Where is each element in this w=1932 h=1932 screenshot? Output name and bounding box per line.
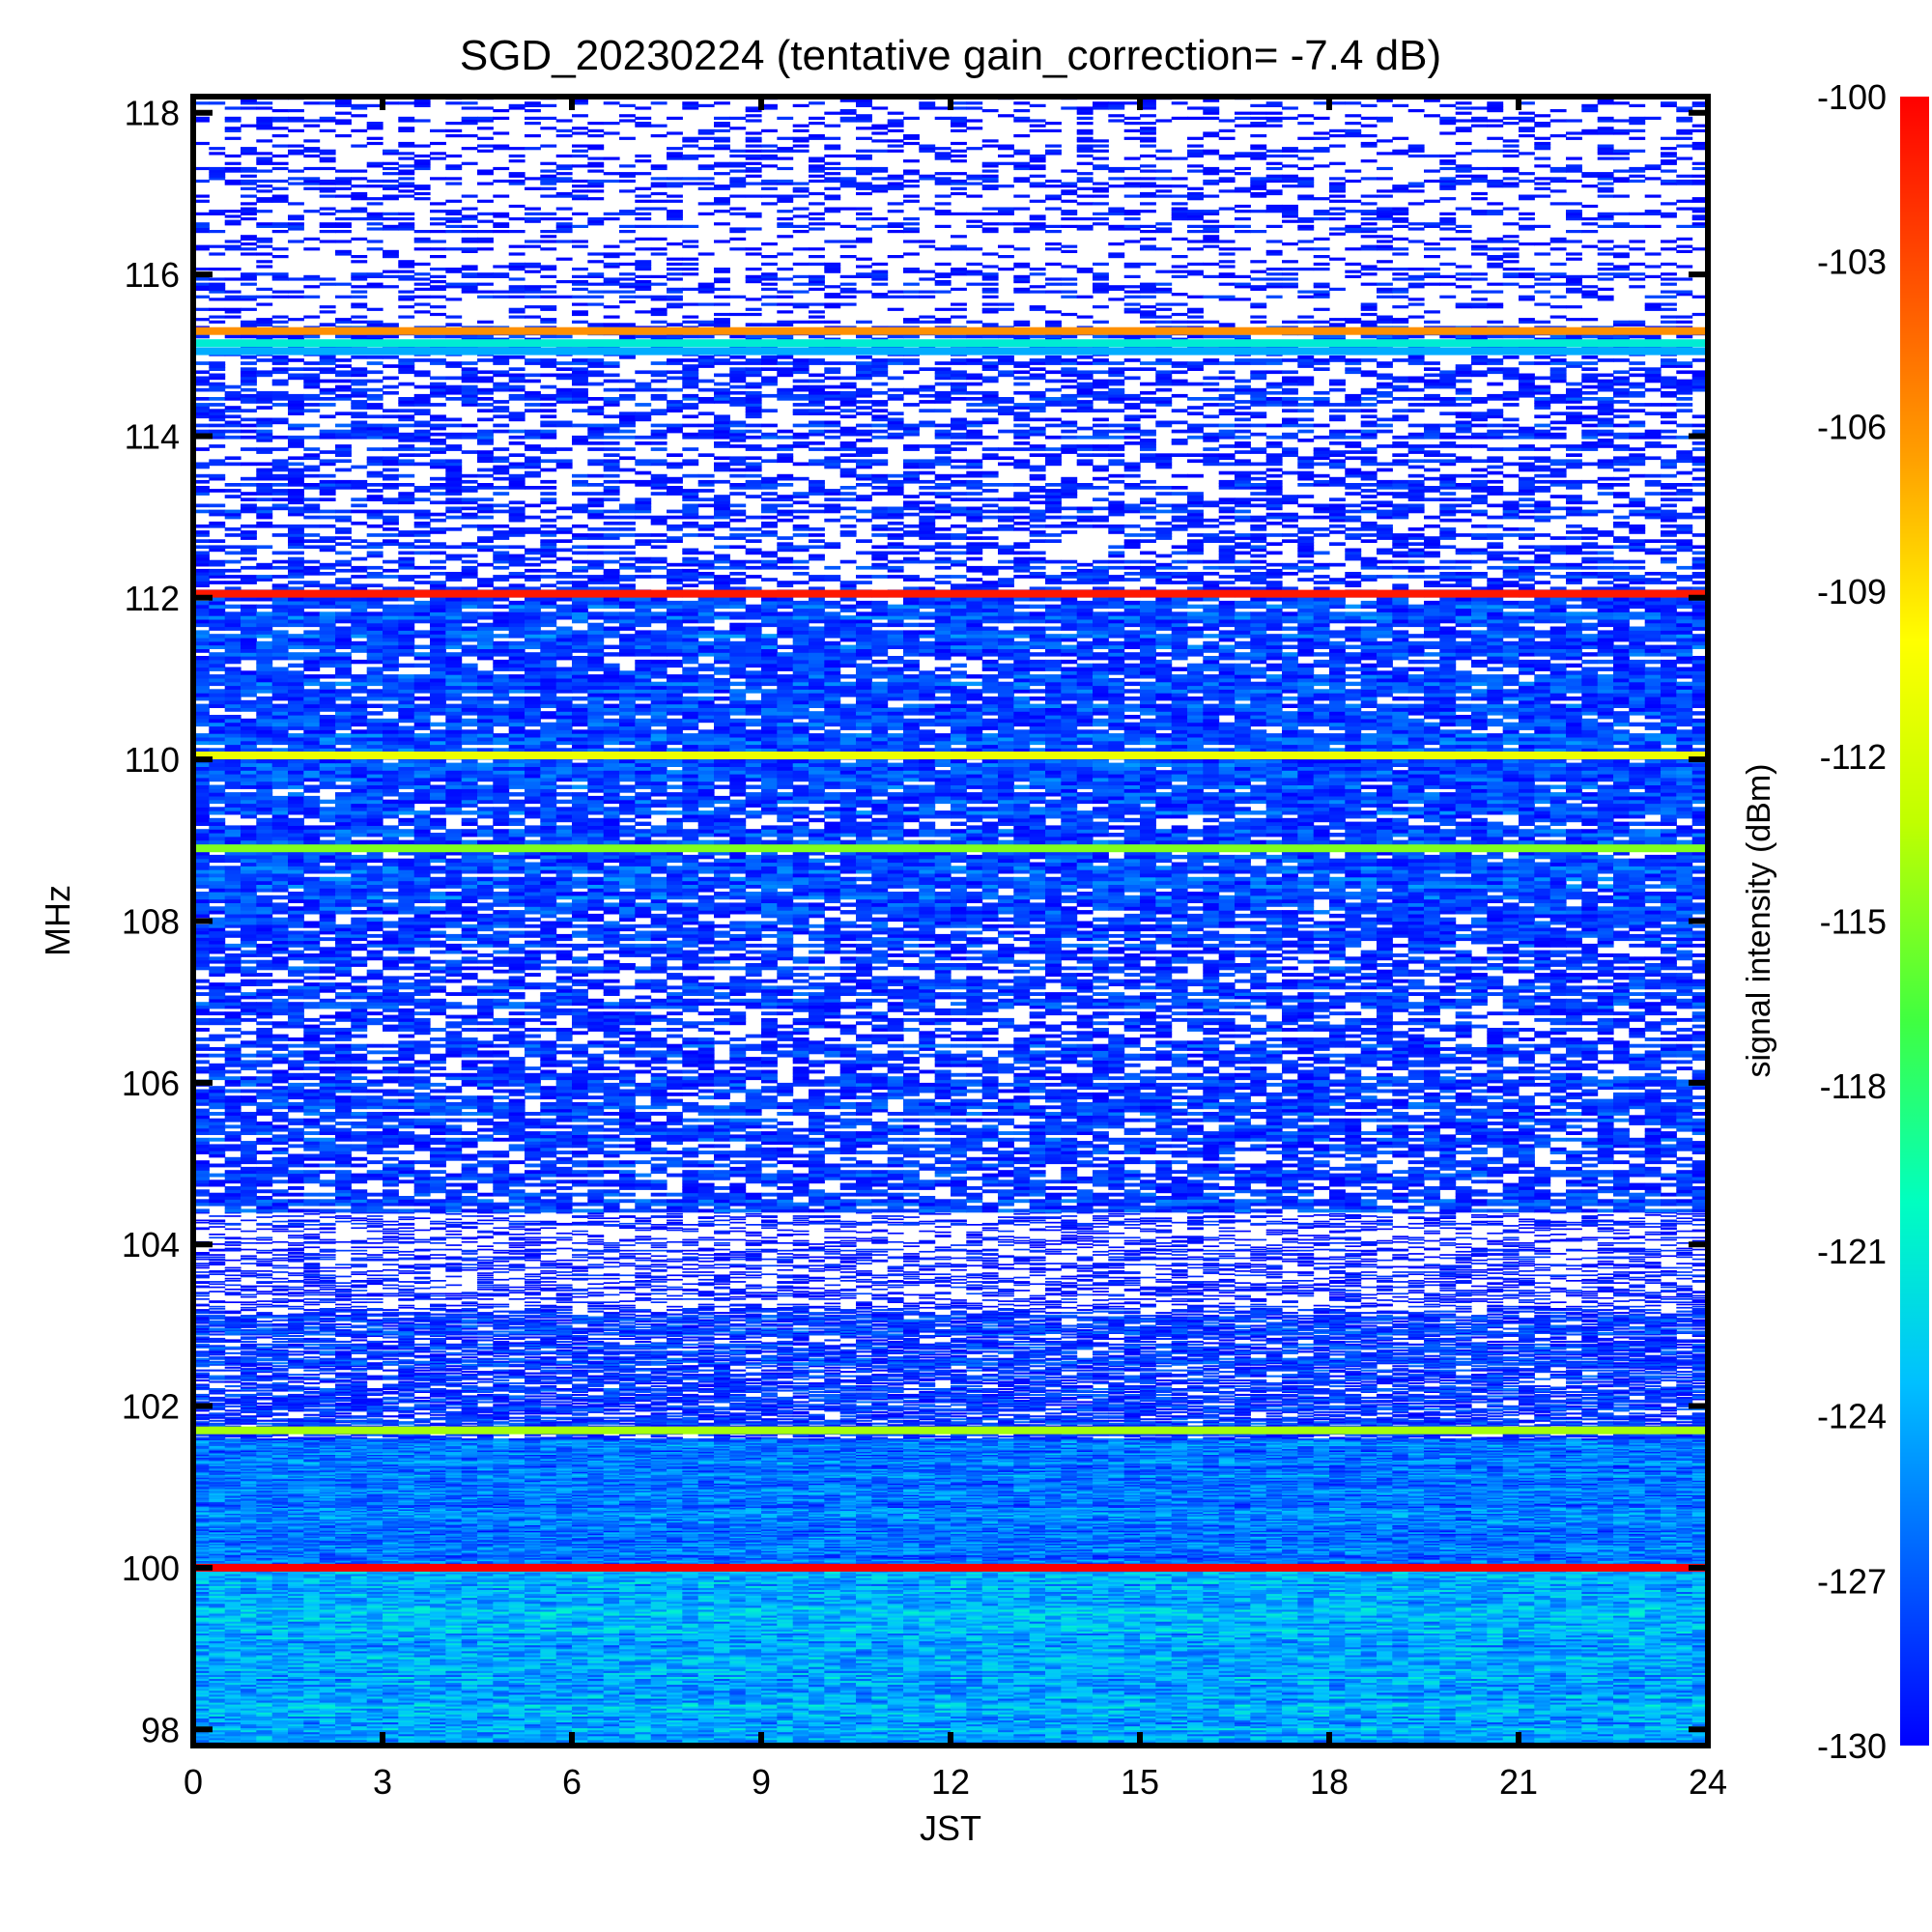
chart-title: SGD_20230224 (tentative gain_correction=…	[460, 32, 1441, 79]
heatmap-area	[193, 97, 1709, 1747]
frequency-band	[193, 1568, 1709, 1747]
spectrogram-chart: SGD_20230224 (tentative gain_correction=…	[0, 0, 1932, 1932]
